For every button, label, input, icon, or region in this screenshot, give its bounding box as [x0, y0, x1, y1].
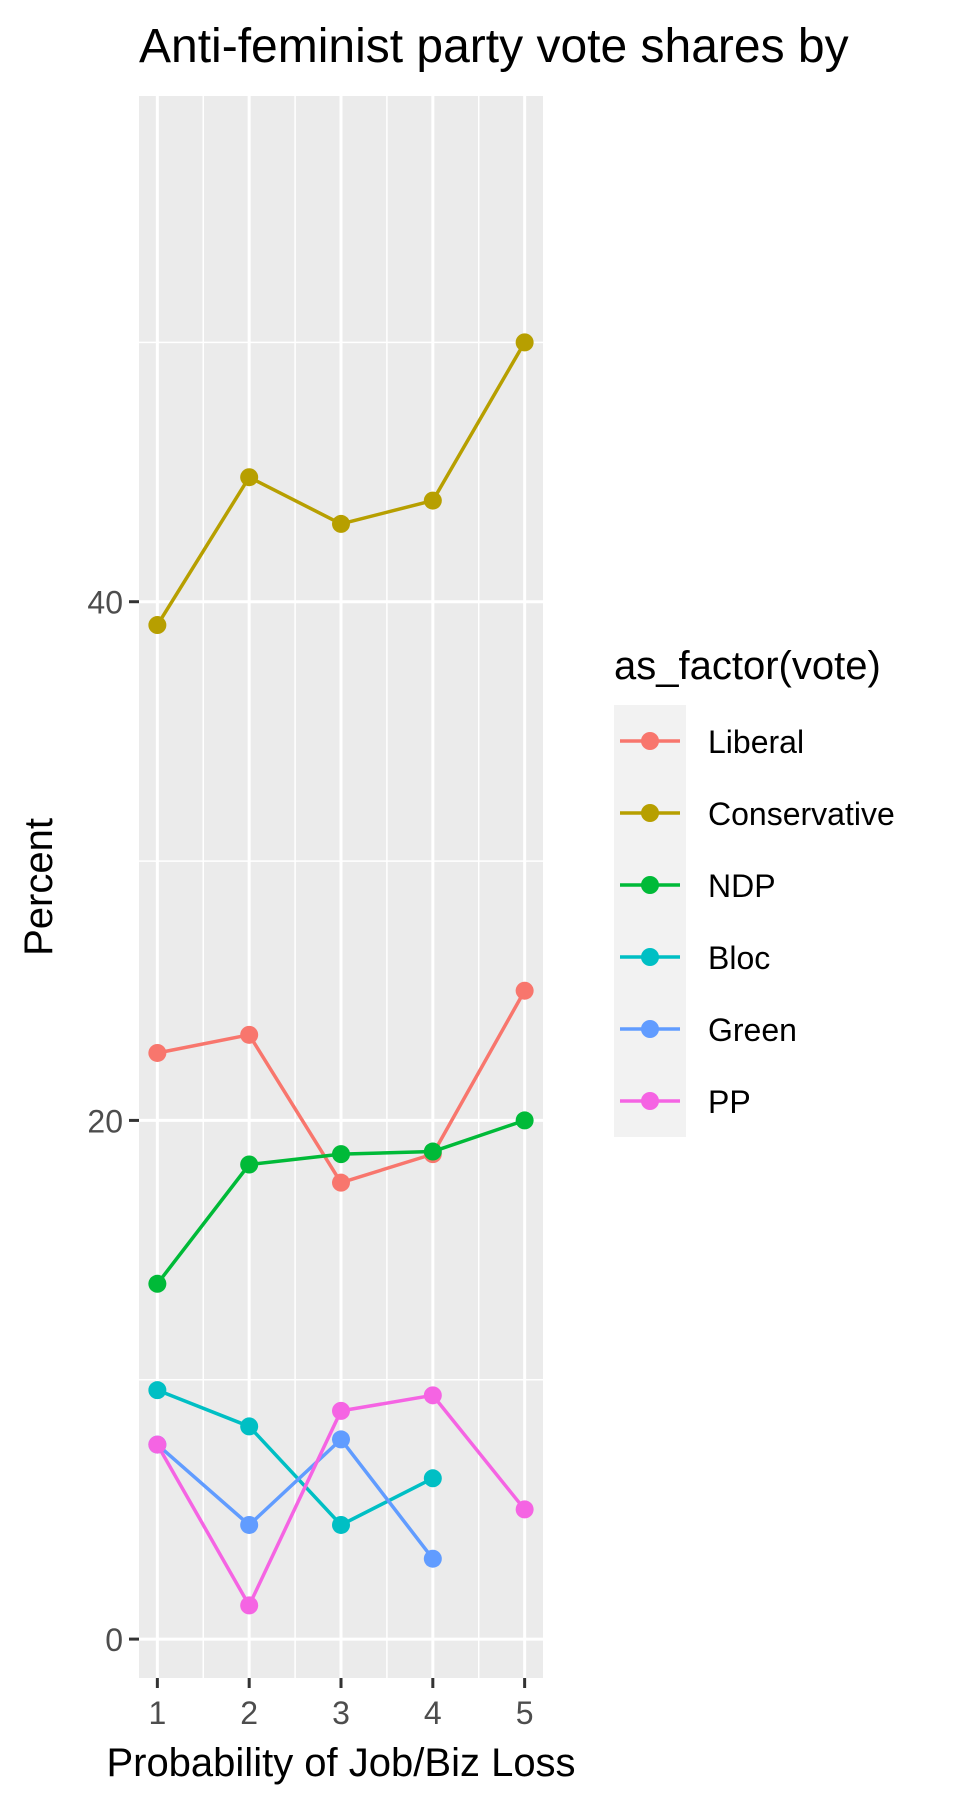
legend-label-pp: PP [708, 1084, 751, 1120]
data-point-green [240, 1515, 259, 1534]
data-point-pp [240, 1596, 259, 1615]
data-point-ndp [332, 1145, 350, 1164]
legend-key-point-conservative [641, 804, 659, 822]
data-point-ndp [515, 1111, 534, 1130]
x-axis: 1 2 3 4 5 [148, 1678, 534, 1731]
x-tick-label: 1 [148, 1695, 166, 1731]
data-point-pp [148, 1435, 167, 1454]
legend: as_factor(vote) Liberal Conservative NDP Bl… [614, 644, 895, 1137]
legend-key-point-pp [641, 1092, 659, 1110]
data-point-ndp [423, 1142, 442, 1161]
series-line-green [156, 1437, 435, 1560]
data-point-liberal [240, 1025, 259, 1044]
data-point-green [423, 1549, 442, 1568]
data-point-conservative [332, 514, 350, 533]
chart-title: Anti-feminist party vote shares by [139, 20, 849, 73]
data-point-bloc [332, 1515, 350, 1534]
y-tick-label: 20 [87, 1103, 123, 1139]
data-point-liberal [515, 981, 534, 1000]
data-point-ndp [148, 1274, 167, 1293]
legend-label-conservative: Conservative [708, 796, 895, 832]
data-point-bloc [240, 1417, 259, 1436]
y-axis: 0 20 40 [87, 585, 139, 1658]
y-tick-label: 0 [105, 1622, 123, 1658]
data-point-liberal [148, 1043, 167, 1062]
legend-key-point-green [641, 1020, 659, 1038]
data-point-green [332, 1430, 350, 1449]
data-point-liberal [332, 1173, 350, 1192]
data-point-conservative [515, 333, 534, 352]
series-points [148, 333, 534, 1615]
data-point-pp [515, 1500, 534, 1519]
data-point-pp [332, 1401, 350, 1420]
x-tick-label: 2 [240, 1695, 258, 1731]
data-point-bloc [148, 1381, 167, 1400]
data-point-ndp [240, 1155, 259, 1174]
data-point-conservative [423, 491, 442, 510]
x-tick-label: 3 [332, 1695, 350, 1731]
legend-key-point-bloc [641, 948, 659, 966]
y-axis-label: Percent [17, 818, 61, 956]
data-point-bloc [423, 1469, 442, 1488]
legend-label-bloc: Bloc [708, 940, 770, 976]
legend-items: Liberal Conservative NDP Bloc Green PP [620, 724, 895, 1120]
legend-key-point-ndp [641, 876, 659, 894]
legend-key-point-liberal [641, 732, 659, 750]
y-tick-label: 40 [87, 585, 123, 621]
major-gridlines [139, 96, 543, 1678]
legend-label-ndp: NDP [708, 868, 776, 904]
x-tick-label: 5 [516, 1695, 534, 1731]
legend-title: as_factor(vote) [614, 644, 881, 688]
x-axis-label: Probability of Job/Biz Loss [106, 1741, 575, 1785]
legend-label-green: Green [708, 1012, 797, 1048]
legend-label-liberal: Liberal [708, 724, 804, 760]
data-point-pp [423, 1386, 442, 1405]
x-tick-label: 4 [424, 1695, 442, 1731]
data-point-conservative [240, 468, 259, 487]
legend-key-background [614, 705, 686, 1137]
data-point-conservative [148, 616, 167, 635]
